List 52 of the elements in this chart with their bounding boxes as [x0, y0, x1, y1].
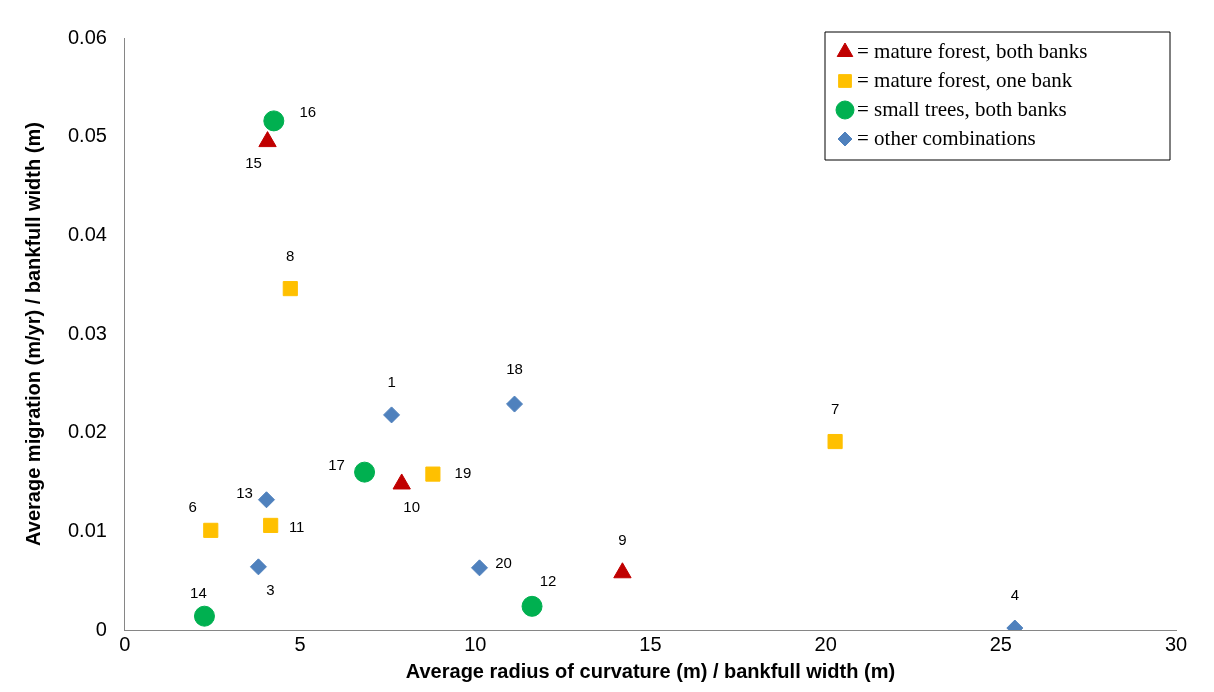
annotation: 7: [830, 399, 840, 417]
legend-label: = mature forest, both banks: [857, 38, 1088, 63]
annotation: 11: [288, 517, 305, 535]
point: [383, 406, 401, 424]
x-axis-title: Average radius of curvature (m) / bankfull width (m): [405, 659, 896, 682]
y-tick-label: 0.01: [67, 518, 107, 541]
point: [521, 595, 543, 617]
annotation: 18: [506, 360, 523, 378]
point: [203, 522, 219, 538]
point: [263, 110, 285, 132]
annotation: 14: [190, 584, 207, 602]
annotation: 9: [618, 530, 627, 548]
annotation: 16: [299, 103, 317, 121]
x-tick-label: 30: [1164, 632, 1188, 655]
point: [257, 491, 275, 509]
annotation: 4: [1010, 586, 1020, 604]
x-tick-label: 10: [464, 632, 487, 655]
y-tick-label: 0: [95, 617, 107, 640]
point: [827, 433, 843, 450]
y-tick-label: 0.03: [67, 321, 107, 344]
annotation: 6: [188, 498, 197, 516]
annotation: 19: [454, 464, 472, 482]
x-tick-label: 0: [119, 632, 131, 655]
y-axis-title: Average migration (m/yr) / bankfull width (m): [21, 122, 44, 546]
annotation: 13: [236, 483, 253, 501]
annotation: 15: [245, 153, 262, 171]
point: [282, 281, 298, 297]
annotation: 8: [286, 246, 295, 264]
point: [506, 395, 524, 413]
x-tick-label: 15: [639, 632, 662, 655]
x-tick-label: 20: [814, 632, 837, 655]
annotation: 1: [387, 373, 396, 391]
legend-label: = other combinations: [857, 125, 1036, 150]
annotation: 10: [403, 498, 421, 516]
annotation: 20: [495, 553, 512, 571]
x-tick-label: 5: [294, 632, 306, 655]
annotation: 17: [328, 456, 345, 474]
point: [263, 517, 279, 533]
annotation: 3: [266, 580, 275, 598]
legend-label: = small trees, both banks: [857, 96, 1067, 121]
point: [249, 558, 267, 576]
point: [425, 466, 441, 482]
x-tick-label: 25: [989, 632, 1012, 655]
point: [193, 605, 215, 627]
y-tick-label: 0.04: [67, 222, 107, 245]
annotation: 12: [539, 572, 557, 590]
legend-label: = mature forest, one bank: [857, 67, 1073, 92]
point: [354, 461, 376, 483]
y-tick-label: 0.02: [67, 420, 107, 443]
point: [470, 559, 488, 577]
y-tick-label: 0.05: [67, 124, 107, 147]
y-tick-label: 0.06: [67, 25, 107, 48]
